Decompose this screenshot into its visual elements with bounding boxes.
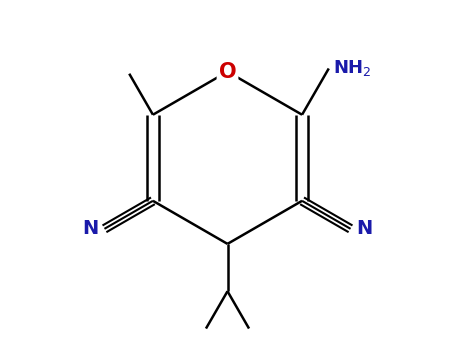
Text: O: O	[219, 62, 236, 82]
Text: N: N	[82, 219, 98, 238]
Text: N: N	[357, 219, 373, 238]
Text: NH$_2$: NH$_2$	[333, 58, 372, 78]
